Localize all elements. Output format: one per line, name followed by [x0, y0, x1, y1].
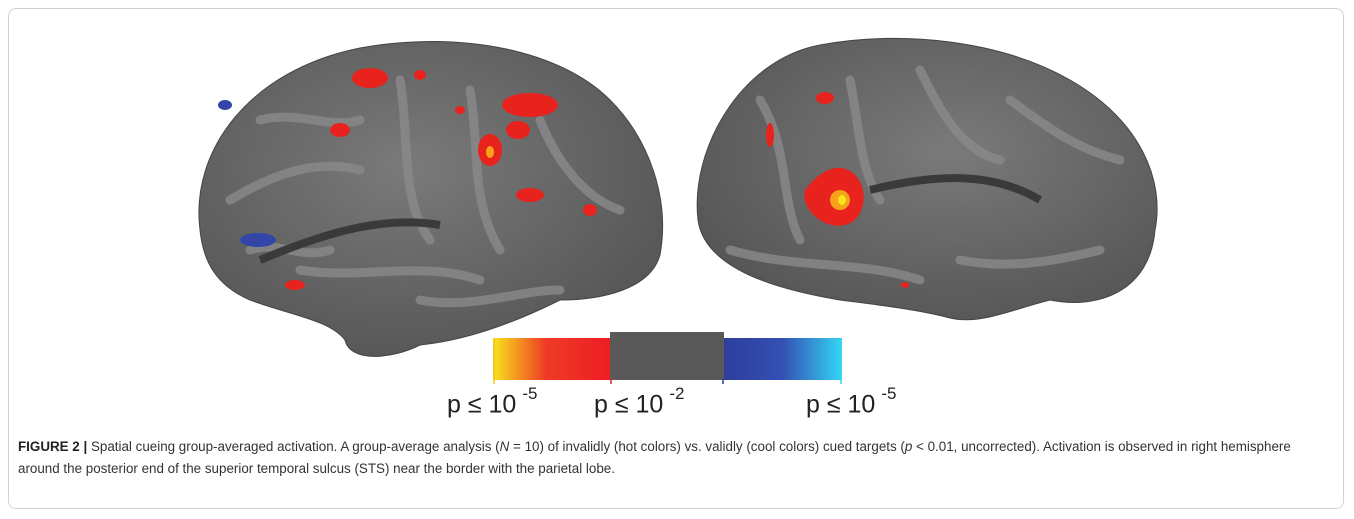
caption-italic: p: [904, 439, 913, 454]
label-base: p ≤ 10: [806, 390, 876, 419]
colorbar: [493, 332, 842, 384]
caption-text: = 10) of invalidly (hot colors) vs. vali…: [509, 439, 905, 454]
colorbar-label: p ≤ 10 -5: [447, 384, 537, 419]
caption-text: Spatial cueing group-averaged activation…: [90, 439, 500, 454]
caption-label: FIGURE 2 |: [18, 439, 88, 454]
colorbar-label: p ≤ 10 -5: [806, 384, 896, 419]
figure-frame: [8, 8, 1344, 509]
caption-italic: N: [499, 439, 510, 454]
caption-text: < 0.01, uncorrected). Activation is obse…: [18, 439, 1291, 476]
label-exponent: -5: [881, 384, 897, 403]
label-exponent: -5: [522, 384, 538, 403]
label-base: p ≤ 10: [594, 390, 664, 419]
left-hemisphere: [198, 41, 663, 357]
colorbar-label: p ≤ 10 -2: [594, 384, 684, 419]
caption: FIGURE 2 | Spatial cueing group-averaged…: [18, 436, 1328, 480]
label-exponent: -2: [669, 384, 685, 403]
label-base: p ≤ 10: [447, 390, 517, 419]
right-hemisphere: [696, 37, 1158, 321]
figure-image: [198, 37, 1158, 384]
